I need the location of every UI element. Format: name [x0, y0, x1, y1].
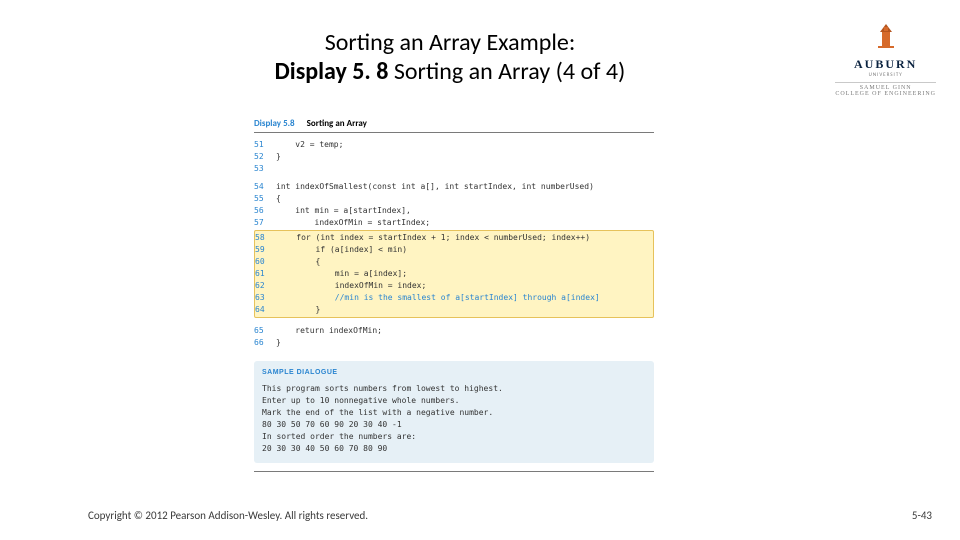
copyright-text: Copyright © 2012 Pearson Addison-Wesley.… [88, 509, 368, 522]
code-header: Display 5.8 Sorting an Array [254, 118, 654, 133]
line-number: 65 [254, 325, 276, 337]
line-number: 57 [254, 217, 276, 229]
line-number: 58 [255, 232, 277, 244]
code-text: v2 = temp; [276, 139, 343, 151]
title-bold: Display 5. 8 [275, 57, 389, 86]
slide: Sorting an Array Example: Display 5. 8 S… [0, 0, 960, 540]
code-block-sig: 54int indexOfSmallest(const int a[], int… [254, 181, 654, 229]
logo-divider [835, 82, 936, 83]
title-rest: Sorting an Array (4 of 4) [388, 57, 625, 86]
code-line: 58 for (int index = startIndex + 1; inde… [255, 232, 653, 244]
code-line: 53 [254, 163, 654, 175]
line-number: 62 [255, 280, 277, 292]
dialogue-line: In sorted order the numbers are: [262, 431, 646, 443]
display-title: Sorting an Array [307, 118, 367, 129]
code-line: 63 //min is the smallest of a[startIndex… [255, 292, 653, 304]
code-line: 62 indexOfMin = index; [255, 280, 653, 292]
code-text: } [277, 304, 320, 316]
dialogue-line: 20 30 30 40 50 60 70 80 90 [262, 443, 646, 455]
code-text: for (int index = startIndex + 1; index <… [277, 232, 590, 244]
display-label: Display 5.8 [254, 118, 295, 129]
code-line: 66} [254, 337, 654, 349]
slide-title: Sorting an Array Example: Display 5. 8 S… [170, 28, 730, 86]
code-text: int indexOfSmallest(const int a[], int s… [276, 181, 594, 193]
code-text: int min = a[startIndex], [276, 205, 411, 217]
code-line: 56 int min = a[startIndex], [254, 205, 654, 217]
code-line: 52} [254, 151, 654, 163]
dialogue-title: Sample Dialogue [262, 367, 646, 379]
code-line: 60 { [255, 256, 653, 268]
line-number: 63 [255, 292, 277, 304]
tower-icon [876, 22, 896, 55]
code-line: 57 indexOfMin = startIndex; [254, 217, 654, 229]
code-text: indexOfMin = startIndex; [276, 217, 430, 229]
logo-name: AUBURN [835, 57, 936, 72]
code-text: if (a[index] < min) [277, 244, 407, 256]
code-text: indexOfMin = index; [277, 280, 426, 292]
line-number: 60 [255, 256, 277, 268]
code-text: } [276, 151, 281, 163]
code-line: 51 v2 = temp; [254, 139, 654, 151]
code-line: 64 } [255, 304, 653, 316]
code-display-panel: Display 5.8 Sorting an Array 51 v2 = tem… [254, 118, 654, 472]
university-logo: AUBURN UNIVERSITY SAMUEL GINN COLLEGE OF… [835, 22, 936, 97]
code-line: 61 min = a[index]; [255, 268, 653, 280]
code-line: 59 if (a[index] < min) [255, 244, 653, 256]
line-number: 51 [254, 139, 276, 151]
closing-rule [254, 471, 654, 472]
dialogue-line: 80 30 50 70 60 90 20 30 40 -1 [262, 419, 646, 431]
dialogue-line: This program sorts numbers from lowest t… [262, 383, 646, 395]
title-line-2: Display 5. 8 Sorting an Array (4 of 4) [170, 57, 730, 86]
line-number: 55 [254, 193, 276, 205]
code-block-pre: 51 v2 = temp;52}53 [254, 139, 654, 175]
code-text: } [276, 337, 281, 349]
code-text: { [277, 256, 320, 268]
code-body: 51 v2 = temp;52}53 54int indexOfSmallest… [254, 139, 654, 472]
title-line-1: Sorting an Array Example: [170, 28, 730, 57]
dialogue-line: Mark the end of the list with a negative… [262, 407, 646, 419]
line-number: 52 [254, 151, 276, 163]
code-text: return indexOfMin; [276, 325, 382, 337]
line-number: 56 [254, 205, 276, 217]
page-number: 5-43 [912, 509, 932, 522]
line-number: 64 [255, 304, 277, 316]
code-text: min = a[index]; [277, 268, 407, 280]
line-number: 66 [254, 337, 276, 349]
logo-under: UNIVERSITY [835, 72, 936, 78]
line-number: 54 [254, 181, 276, 193]
code-block-return: 65 return indexOfMin;66} [254, 325, 654, 349]
logo-sub2: COLLEGE OF ENGINEERING [835, 91, 936, 97]
line-number: 53 [254, 163, 276, 175]
sample-dialogue-panel: Sample Dialogue This program sorts numbe… [254, 361, 654, 463]
code-line: 54int indexOfSmallest(const int a[], int… [254, 181, 654, 193]
code-text: //min is the smallest of a[startIndex] t… [277, 292, 600, 304]
dialogue-line: Enter up to 10 nonnegative whole numbers… [262, 395, 646, 407]
code-line: 55{ [254, 193, 654, 205]
line-number: 61 [255, 268, 277, 280]
line-number: 59 [255, 244, 277, 256]
code-line: 65 return indexOfMin; [254, 325, 654, 337]
code-block-highlight: 58 for (int index = startIndex + 1; inde… [254, 230, 654, 318]
dialogue-body: This program sorts numbers from lowest t… [262, 383, 646, 455]
code-text: { [276, 193, 281, 205]
